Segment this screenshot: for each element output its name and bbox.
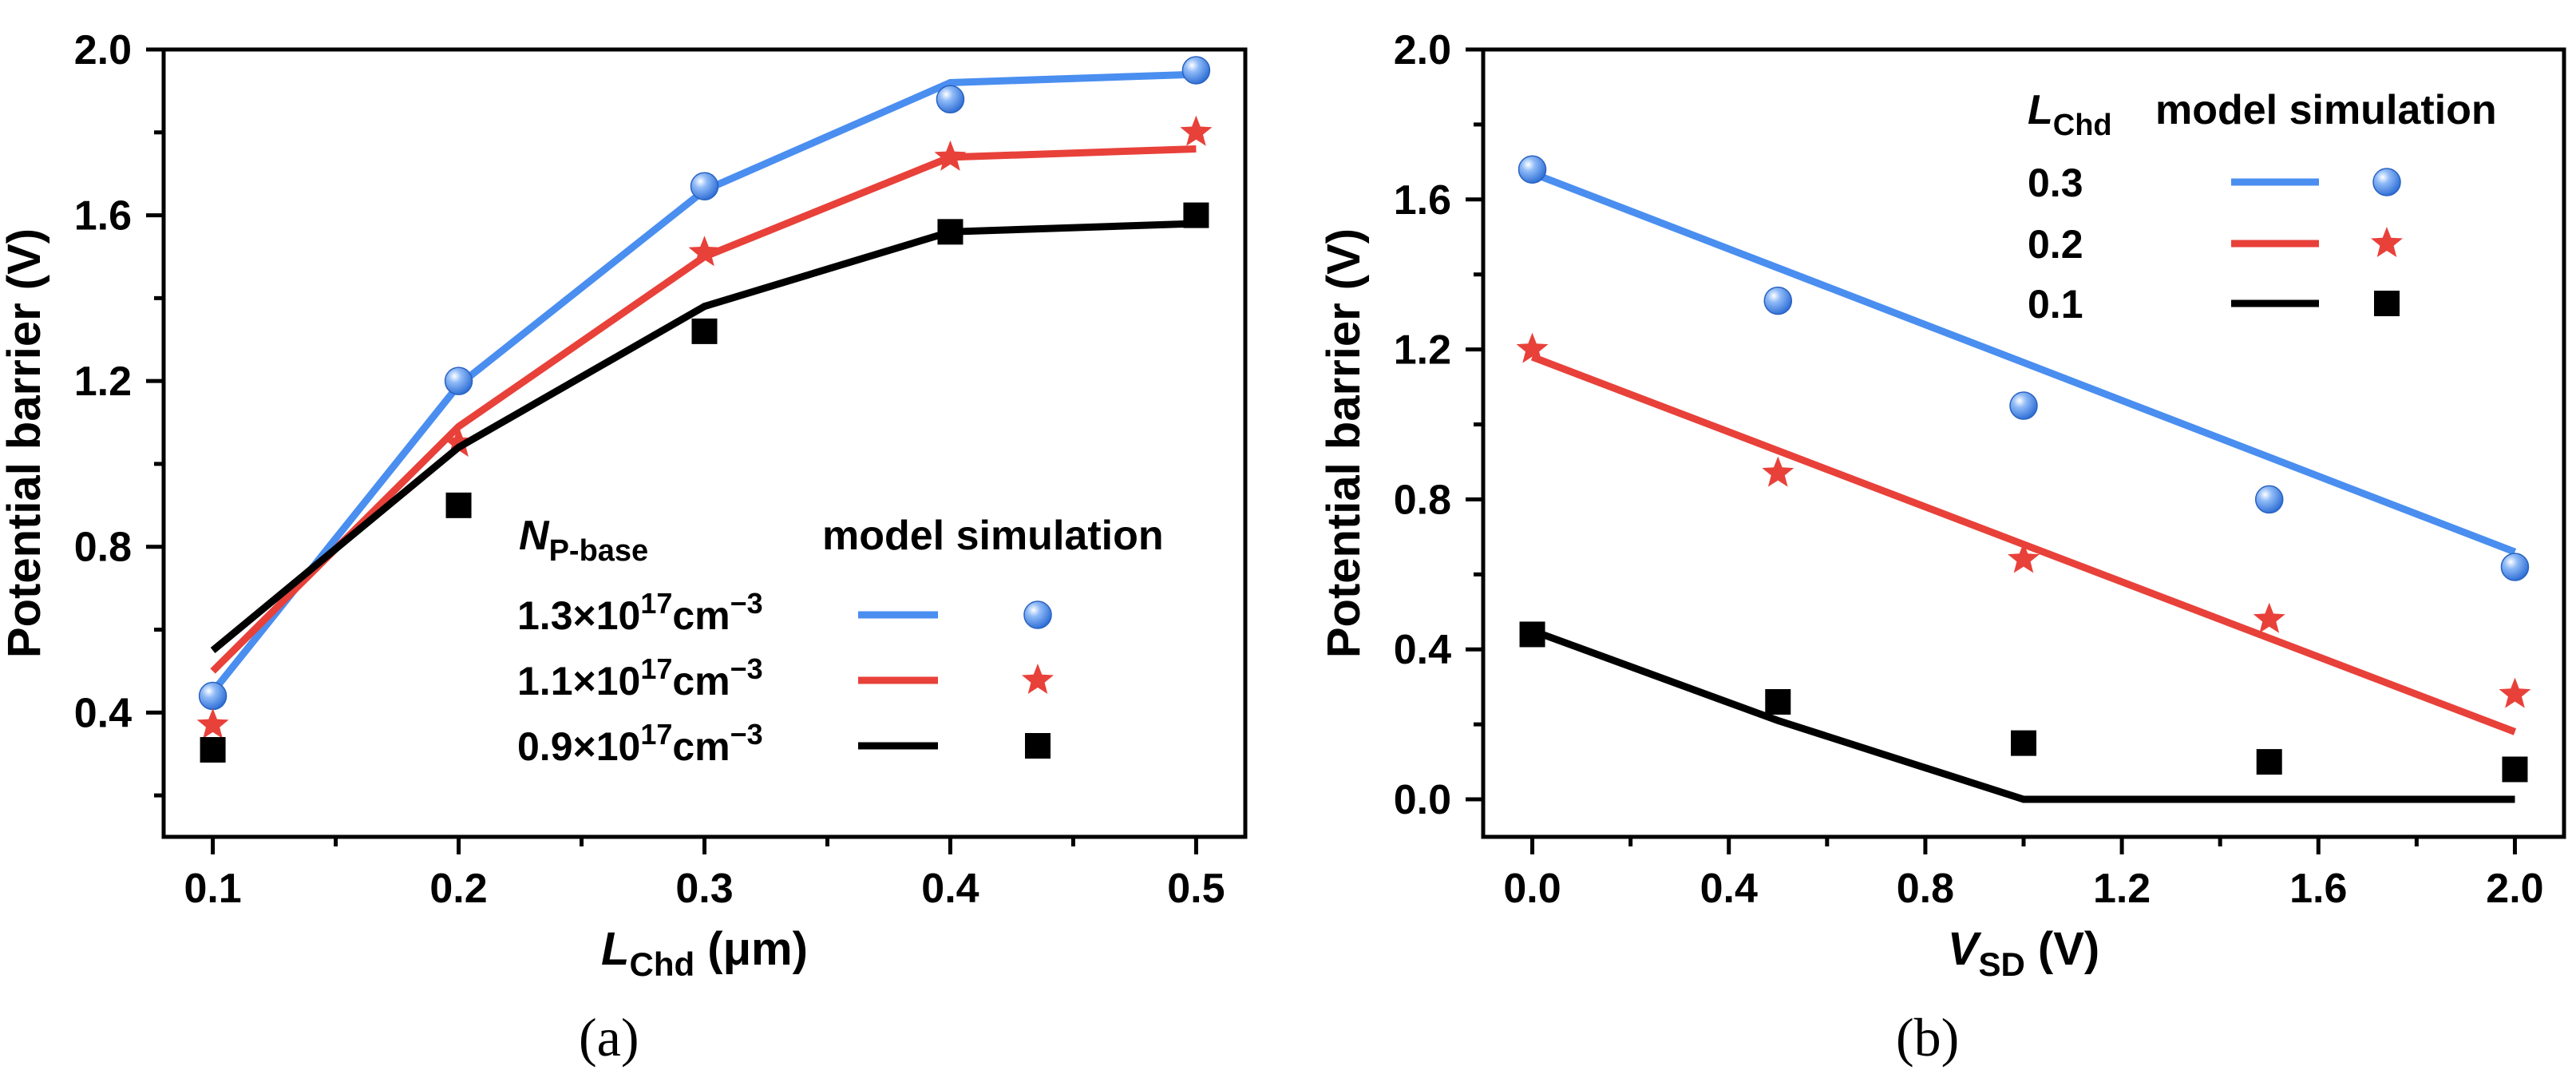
panel-a-legend-marker-0 [1023,600,1052,629]
panel-b-simulation-point-2 [1519,621,1545,648]
panel-b-simulation-point-2 [1765,688,1791,715]
panel-a-legend: NP-base model simulation 1.3×1017cm−3 1.1×1… [517,513,1164,769]
panel-b-x-tick-label: 1.6 [2289,866,2347,912]
panel-a-simulation-point-0 [936,85,965,114]
panel-a-legend-title: NP-base [519,513,648,568]
panel-b-legend-marker-1 [2371,227,2403,257]
panel-b-y-tick-label: 0.4 [1394,627,1451,673]
panel-a-simulation-point-2 [1183,202,1209,228]
panel-a-simulation-point-1 [934,140,967,171]
panel-b-legend-marker-0 [2372,168,2401,196]
panel-b-legend-title: LChd [2028,87,2112,142]
panel-b-legend-header: model simulation [2155,87,2497,133]
panel-b-simulation-point-0 [1518,155,1547,184]
panel-a-y-tick-label: 0.4 [74,690,132,736]
panel-b-x-tick-label: 1.2 [2093,866,2151,912]
panel-b-caption: (b) [1896,1007,1960,1068]
panel-a-y-axis-label: Potential barrier (V) [0,228,50,658]
panel-b-legend-label-1: 0.2 [2028,222,2083,267]
panel-b-simulation-point-1 [1762,456,1794,487]
panel-b-ticks [1466,47,2517,854]
panel-a-legend-label-1: 1.1×1017cm−3 [517,652,763,703]
panel-b-simulation-point-2 [2256,749,2282,775]
panel-b-simulation-point-0 [2009,391,2038,420]
panel-b-simulation-point-0 [2500,553,2530,581]
panel-a-simulation-point-0 [444,367,473,395]
panel-b-model-line-2 [1530,627,2515,803]
panel-a-simulation-point-2 [691,318,718,344]
panel-a-simulation-point-2 [445,492,472,518]
panel-a-legend-label-2: 0.9×1017cm−3 [517,718,763,769]
panel-a-simulation-point-1 [442,426,475,457]
panel-a-simulation-point-0 [690,172,719,201]
panel-b-simulation-point-0 [1763,286,1793,315]
panel-b-y-tick-label: 1.2 [1394,327,1451,374]
panel-a-legend-header: model simulation [822,513,1164,559]
panel-a-x-axis-label: LChd (μm) [601,923,808,983]
panel-b-y-tick-label: 0.8 [1394,477,1451,523]
panel-a-series-2 [200,202,1209,763]
panel-a-legend-marker-1 [1022,664,1054,694]
panel-b-y-tick-label: 2.0 [1394,27,1451,73]
panel-b-series-2 [1519,621,2528,803]
panel-a-caption: (a) [579,1007,639,1068]
panel-b-x-tick-label: 2.0 [2486,866,2543,912]
panel-b-simulation-point-0 [2254,485,2284,514]
panel-a-x-tick-label: 0.4 [921,866,979,912]
panel-a-plot-frame [161,47,1248,839]
chart-panel-a: 0.1 0.2 0.3 0.4 0.5 0.4 0.8 1.2 1.6 2.0 LChd (μm) P… [0,27,1248,983]
panel-b-legend-label-2: 0.1 [2028,282,2083,327]
panel-b-x-tick-label: 0.8 [1897,866,1954,912]
panel-b-simulation-point-2 [2011,730,2036,756]
panel-b-model-line-0 [1530,169,2517,556]
panel-a-simulation-point-1 [196,707,229,739]
chart-panel-b: 0.0 0.4 0.8 1.2 1.6 2.0 0.0 0.4 0.8 1.2 1.6 2.0 VSD … [1318,27,2566,983]
panel-a-simulation-point-2 [937,219,964,245]
panel-a-simulation-point-1 [1180,115,1213,146]
panel-b-simulation-point-1 [2499,677,2531,708]
panel-a-legend-label-0: 1.3×1017cm−3 [517,587,763,638]
panel-b-x-tick-label: 0.4 [1700,866,1758,912]
panel-a-y-tick-label: 0.8 [74,525,132,571]
panel-b-legend-marker-2 [2374,291,2400,316]
panel-b-y-axis-label: Potential barrier (V) [1318,228,1370,658]
panel-a-model-line-2 [210,220,1197,653]
panel-b-series-0 [1518,155,2530,581]
panel-b-simulation-point-2 [2502,756,2528,783]
panel-a-simulation-point-0 [1181,56,1211,85]
panel-b-y-tick-label: 1.6 [1394,177,1451,224]
panel-a-legend-marker-2 [1025,733,1051,759]
panel-a-x-tick-label: 0.5 [1167,866,1225,912]
panel-b-x-tick-label: 0.0 [1503,866,1561,912]
panel-b-x-axis-label: VSD (V) [1948,923,2099,983]
panel-b-simulation-point-1 [1516,332,1549,363]
panel-a-simulation-point-1 [688,236,721,267]
panel-b-simulation-point-1 [2008,542,2040,573]
panel-a-simulation-point-0 [198,681,228,711]
panel-a-y-tick-label: 1.2 [74,359,132,405]
panel-a-y-tick-label: 1.6 [74,193,132,240]
panel-a-ticks [146,47,1198,854]
panel-a-series-1 [196,115,1213,739]
panel-a-y-tick-label: 2.0 [74,27,132,73]
panel-a-x-tick-label: 0.1 [184,866,241,912]
panel-b-y-tick-label: 0.0 [1394,777,1451,823]
panel-b-legend-label-0: 0.3 [2028,161,2083,205]
panel-b-series-1 [1516,332,2531,735]
panel-a-simulation-point-2 [200,737,226,763]
panel-a-x-tick-label: 0.3 [675,866,733,912]
panel-a-x-tick-label: 0.2 [429,866,487,912]
panel-b-simulation-point-1 [2253,602,2285,633]
panel-b-legend: LChd model simulation 0.3 0.2 0.1 [2028,87,2497,327]
panel-b-plot-frame [1481,47,2566,839]
